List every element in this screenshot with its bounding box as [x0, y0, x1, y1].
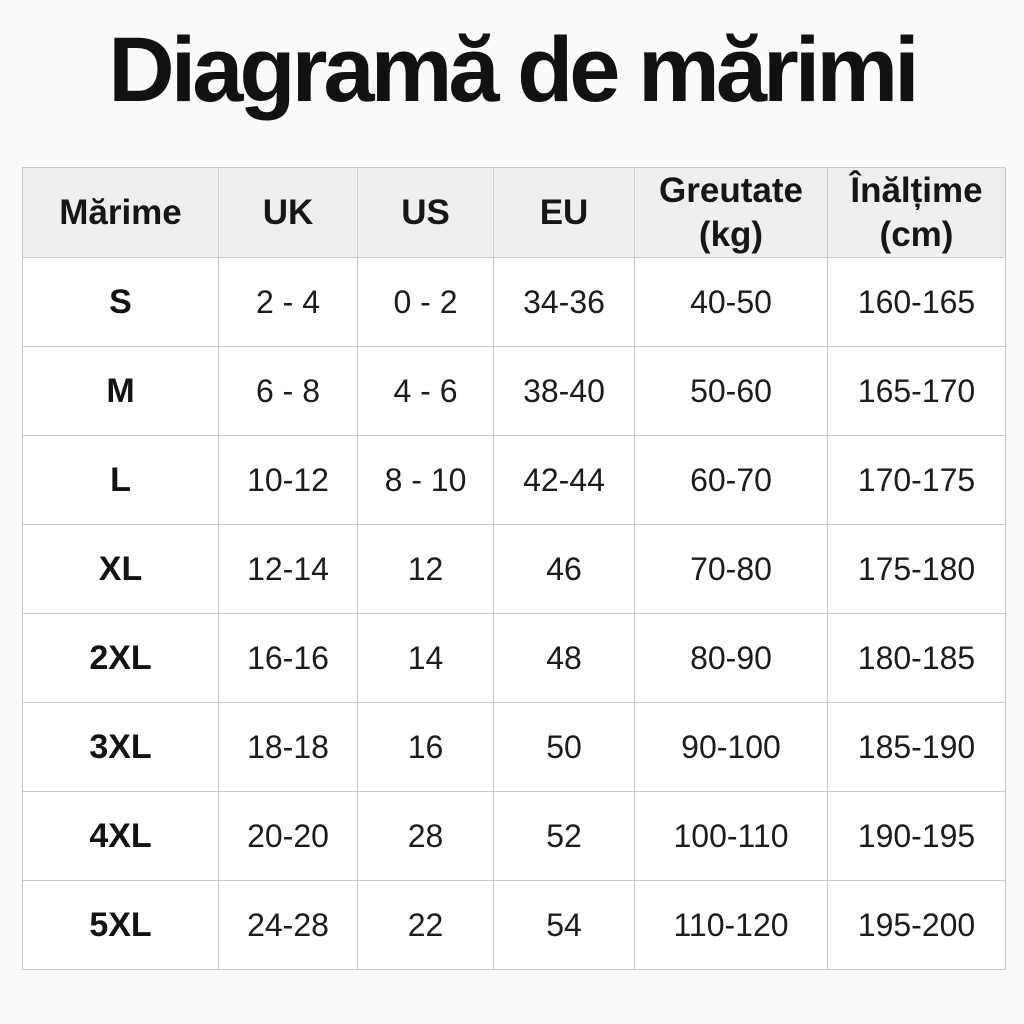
size-value-cell: 8 - 10	[357, 435, 494, 525]
size-label-cell: S	[22, 257, 219, 347]
column-header-uk: UK	[218, 167, 358, 258]
size-value-cell: 12-14	[218, 524, 358, 614]
size-value-cell: 34-36	[493, 257, 635, 347]
size-value-cell: 160-165	[827, 257, 1006, 347]
size-value-cell: 6 - 8	[218, 346, 358, 436]
size-value-cell: 24-28	[218, 880, 358, 970]
size-value-cell: 16-16	[218, 613, 358, 703]
table-row: XL 12-14 12 46 70-80 175-180	[22, 524, 1006, 614]
column-header-greutate-kg: Greutate (kg)	[634, 167, 828, 258]
size-value-cell: 165-170	[827, 346, 1006, 436]
size-value-cell: 46	[493, 524, 635, 614]
size-label-cell: 5XL	[22, 880, 219, 970]
size-chart-table: Mărime UK US EU Greutate (kg) Înălțime (cm) S…	[22, 167, 1006, 970]
size-value-cell: 90-100	[634, 702, 828, 792]
size-value-cell: 100-110	[634, 791, 828, 881]
size-value-cell: 12	[357, 524, 494, 614]
size-label-cell: M	[22, 346, 219, 436]
column-header-eu: EU	[493, 167, 635, 258]
column-header-marime: Mărime	[22, 167, 219, 258]
size-value-cell: 48	[493, 613, 635, 703]
size-value-cell: 80-90	[634, 613, 828, 703]
header-row: Mărime UK US EU Greutate (kg) Înălțime (cm)	[22, 167, 1006, 258]
table-row: 3XL 18-18 16 50 90-100 185-190	[22, 702, 1006, 792]
size-value-cell: 10-12	[218, 435, 358, 525]
size-value-cell: 54	[493, 880, 635, 970]
size-value-cell: 190-195	[827, 791, 1006, 881]
size-value-cell: 175-180	[827, 524, 1006, 614]
size-value-cell: 170-175	[827, 435, 1006, 525]
table-row: L 10-12 8 - 10 42-44 60-70 170-175	[22, 435, 1006, 525]
size-label-cell: 4XL	[22, 791, 219, 881]
size-value-cell: 18-18	[218, 702, 358, 792]
size-value-cell: 2 - 4	[218, 257, 358, 347]
size-value-cell: 16	[357, 702, 494, 792]
size-label-cell: XL	[22, 524, 219, 614]
size-value-cell: 50	[493, 702, 635, 792]
column-header-inaltime-cm: Înălțime (cm)	[827, 167, 1006, 258]
size-value-cell: 28	[357, 791, 494, 881]
size-value-cell: 20-20	[218, 791, 358, 881]
size-value-cell: 185-190	[827, 702, 1006, 792]
table-row: 4XL 20-20 28 52 100-110 190-195	[22, 791, 1006, 881]
size-value-cell: 180-185	[827, 613, 1006, 703]
column-header-us: US	[357, 167, 494, 258]
size-value-cell: 60-70	[634, 435, 828, 525]
size-label-cell: 3XL	[22, 702, 219, 792]
page-title: Diagramă de mărimi	[108, 19, 919, 121]
size-value-cell: 22	[357, 880, 494, 970]
size-value-cell: 38-40	[493, 346, 635, 436]
size-value-cell: 195-200	[827, 880, 1006, 970]
size-value-cell: 0 - 2	[357, 257, 494, 347]
table-row: 2XL 16-16 14 48 80-90 180-185	[22, 613, 1006, 703]
size-value-cell: 40-50	[634, 257, 828, 347]
size-value-cell: 50-60	[634, 346, 828, 436]
size-value-cell: 52	[493, 791, 635, 881]
table-row: 5XL 24-28 22 54 110-120 195-200	[22, 880, 1006, 970]
size-value-cell: 42-44	[493, 435, 635, 525]
size-value-cell: 70-80	[634, 524, 828, 614]
size-label-cell: 2XL	[22, 613, 219, 703]
size-value-cell: 14	[357, 613, 494, 703]
size-value-cell: 110-120	[634, 880, 828, 970]
size-value-cell: 4 - 6	[357, 346, 494, 436]
size-label-cell: L	[22, 435, 219, 525]
